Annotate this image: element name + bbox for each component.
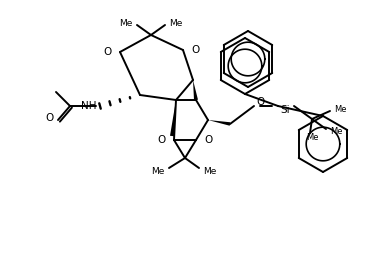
Text: Me: Me — [334, 104, 346, 114]
Polygon shape — [208, 120, 230, 126]
Text: O: O — [256, 97, 264, 107]
Text: O: O — [204, 135, 212, 145]
Polygon shape — [170, 100, 176, 136]
Text: Me: Me — [120, 19, 133, 27]
Text: Me: Me — [203, 167, 216, 176]
Text: Me: Me — [330, 126, 343, 135]
Text: Me: Me — [152, 167, 165, 176]
Text: NH: NH — [81, 101, 96, 111]
Text: O: O — [158, 135, 166, 145]
Text: O: O — [191, 45, 199, 55]
Polygon shape — [193, 80, 198, 100]
Text: Me: Me — [306, 133, 318, 141]
Text: O: O — [104, 47, 112, 57]
Text: O: O — [46, 113, 54, 123]
Text: Me: Me — [169, 19, 182, 27]
Text: Si: Si — [280, 105, 290, 115]
